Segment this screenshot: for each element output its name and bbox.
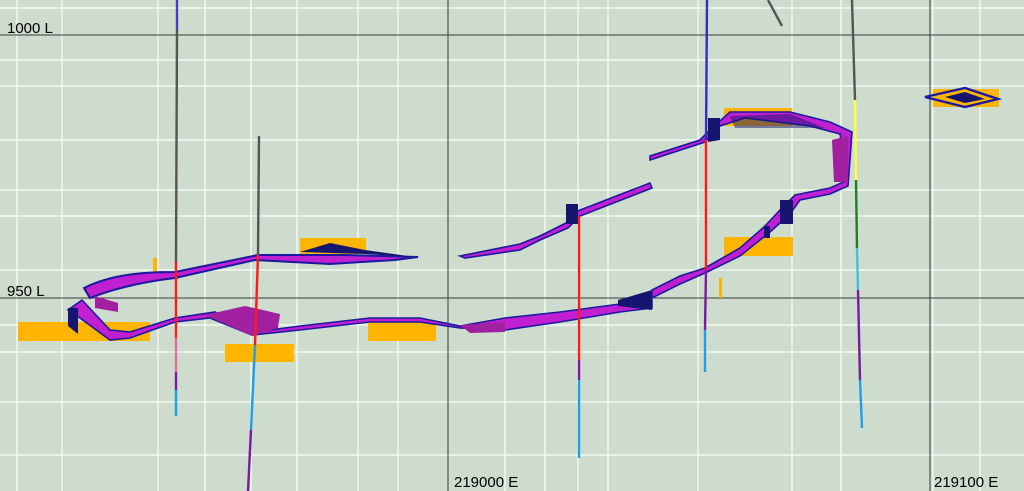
vein-lens-right [924, 86, 1003, 109]
drillhole-1 [174, 0, 179, 416]
vein-lower-left [66, 290, 653, 341]
vein-right-loop [457, 111, 853, 300]
level-label-1000: 1000 L [7, 20, 53, 37]
ore-block-sliver [719, 278, 722, 298]
drillhole-2 [246, 135, 261, 491]
drillhole-6 [850, 0, 864, 429]
drillhole-4 [703, 0, 709, 372]
easting-label-219000: 219000 E [454, 474, 518, 491]
ore-block [225, 344, 294, 362]
vein-upper-left [82, 243, 419, 300]
drillholes [174, 0, 864, 491]
level-label-950: 950 L [7, 283, 45, 300]
drillhole-5 [766, 0, 784, 27]
ore-block-sliver [153, 258, 157, 278]
easting-label-219100: 219100 E [934, 474, 998, 491]
ore-block [368, 322, 436, 341]
